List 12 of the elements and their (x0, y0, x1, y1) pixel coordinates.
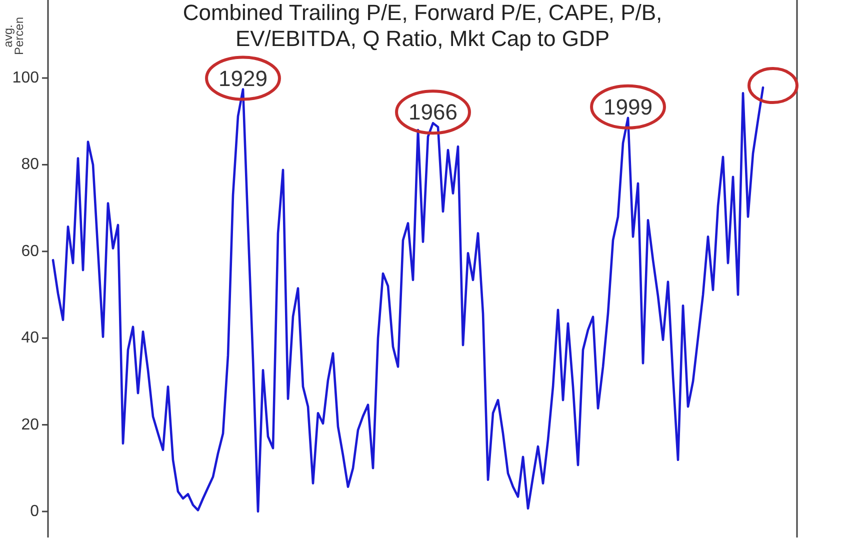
annotation: 1966 (408, 100, 458, 125)
line-series (52, 86, 764, 513)
annotation: 1929 (218, 66, 268, 91)
text: Combined Trailing P/E, Forward P/E, CAPE, P/B, EV/EBITDA, Q Ratio, Mkt Cap to GDP (182, 0, 662, 51)
y-tick-label: 0 (30, 502, 40, 520)
y-tick-label: 20 (21, 416, 40, 434)
y-tick-label: 100 (12, 70, 40, 87)
y-tick-label: 60 (21, 242, 40, 260)
y-axis-title: avg. Percen (1, 16, 26, 56)
y-tick-label: 80 (21, 156, 40, 174)
annotation: 1999 (604, 94, 652, 120)
y-tick-label: 40 (21, 330, 40, 347)
